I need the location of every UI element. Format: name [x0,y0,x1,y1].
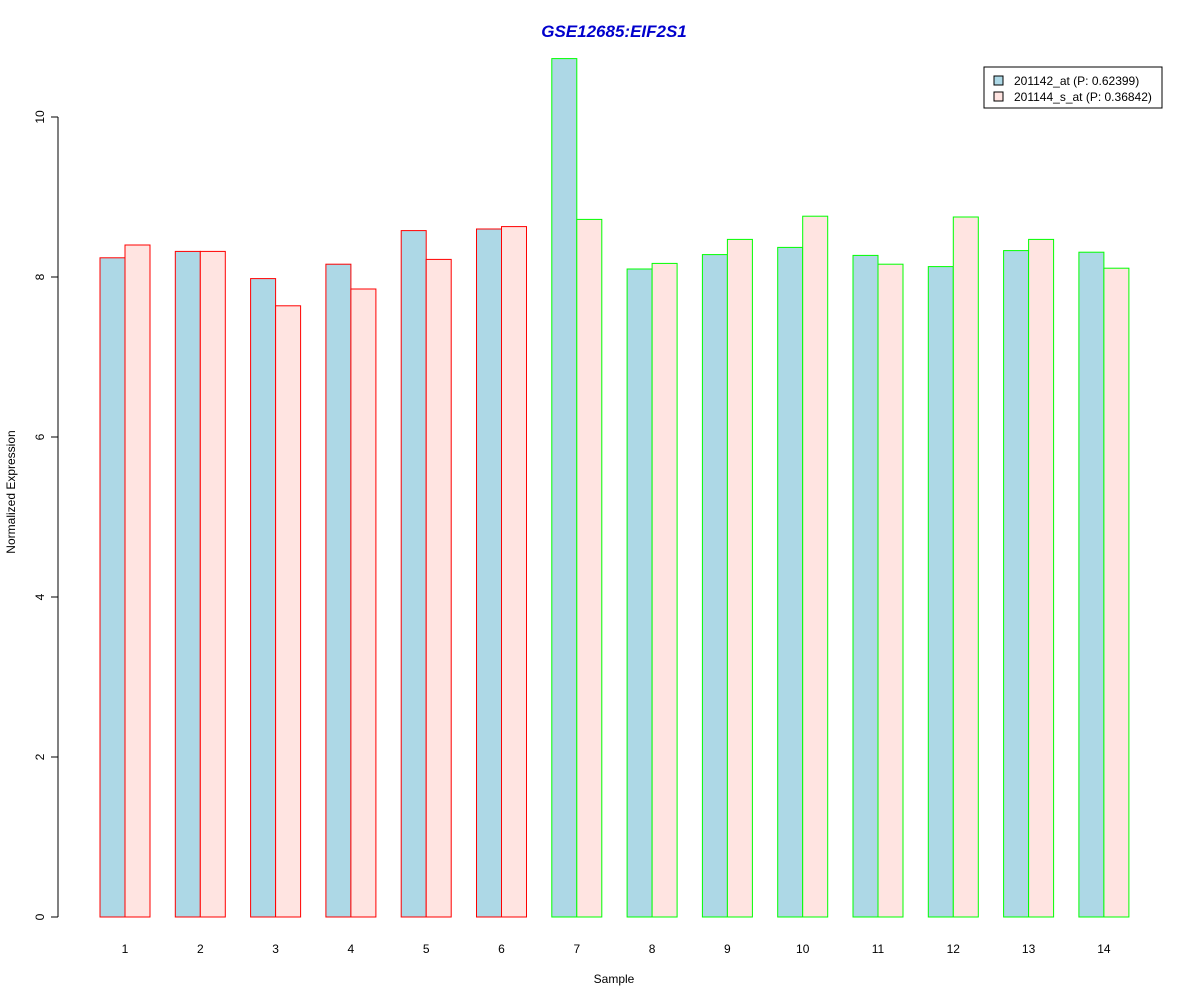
x-axis-label: Sample [594,972,635,986]
bar-sample-13-series-2 [1028,238,1055,918]
bar-sample-3-series-1 [250,278,277,918]
x-tick-label: 13 [1022,942,1036,956]
bar-sample-7-series-2 [576,218,603,918]
bar-sample-11-series-1 [852,254,879,918]
x-tick-label: 12 [947,942,961,956]
bar-sample-12-series-1 [927,266,954,918]
x-tick-label: 1 [122,942,129,956]
legend-swatch-series-1 [993,75,1004,86]
y-tick-label: 10 [33,110,47,124]
bar-sample-9-series-2 [726,238,753,918]
bar-sample-8-series-2 [651,262,678,918]
y-tick-label: 8 [33,273,47,280]
bar-sample-5-series-1 [400,230,427,918]
bar-sample-10-series-1 [777,246,804,918]
x-tick-label: 5 [423,942,430,956]
bar-sample-6-series-1 [476,228,502,918]
x-tick-label: 10 [796,942,810,956]
chart-title: GSE12685:EIF2S1 [541,22,687,41]
bar-sample-10-series-2 [802,215,829,918]
legend-box [983,66,1163,109]
bar-sample-8-series-1 [626,268,653,918]
bar-sample-7-series-1 [551,58,578,918]
x-tick-label: 2 [197,942,204,956]
bar-sample-5-series-2 [425,258,452,918]
bar-sample-14-series-1 [1078,251,1105,918]
x-tick-label: 9 [724,942,731,956]
y-tick-label: 2 [33,753,47,760]
bar-sample-9-series-1 [701,254,728,918]
bar-sample-11-series-2 [877,263,904,918]
x-tick-label: 7 [573,942,580,956]
bar-sample-14-series-2 [1103,267,1130,918]
y-axis-label: Normalized Expression [4,430,18,553]
bar-sample-1-series-1 [99,257,126,918]
y-tick-label: 0 [33,913,47,920]
bar-sample-4-series-1 [325,263,352,918]
x-tick-label: 4 [348,942,355,956]
x-tick-label: 6 [498,942,505,956]
y-tick-label: 6 [33,433,47,440]
x-tick-label: 8 [649,942,656,956]
legend-label-series-1: 201142_at (P: 0.62399) [1014,74,1139,88]
x-tick-label: 3 [272,942,279,956]
legend: 201142_at (P: 0.62399) 201144_s_at (P: 0… [983,66,1163,109]
x-tick-label: 14 [1097,942,1111,956]
bar-sample-13-series-1 [1003,250,1030,918]
bar-sample-3-series-2 [275,305,302,918]
x-tick-labels: 1 2 3 4 5 6 7 8 9 10 11 12 13 14 [122,942,1111,956]
legend-label-series-2: 201144_s_at (P: 0.36842) [1014,90,1152,104]
bar-sample-1-series-2 [124,244,151,918]
legend-swatch-series-2 [993,91,1004,102]
y-tick-label: 4 [33,593,47,600]
bar-sample-6-series-2 [501,226,527,918]
bar-sample-4-series-2 [350,288,377,918]
bar-sample-2-series-2 [199,250,226,918]
bars-group [99,58,1130,918]
y-axis: 0 2 4 6 8 10 [33,110,59,920]
bar-sample-2-series-1 [174,250,201,918]
bar-sample-12-series-2 [952,216,979,918]
x-tick-label: 11 [872,942,885,956]
